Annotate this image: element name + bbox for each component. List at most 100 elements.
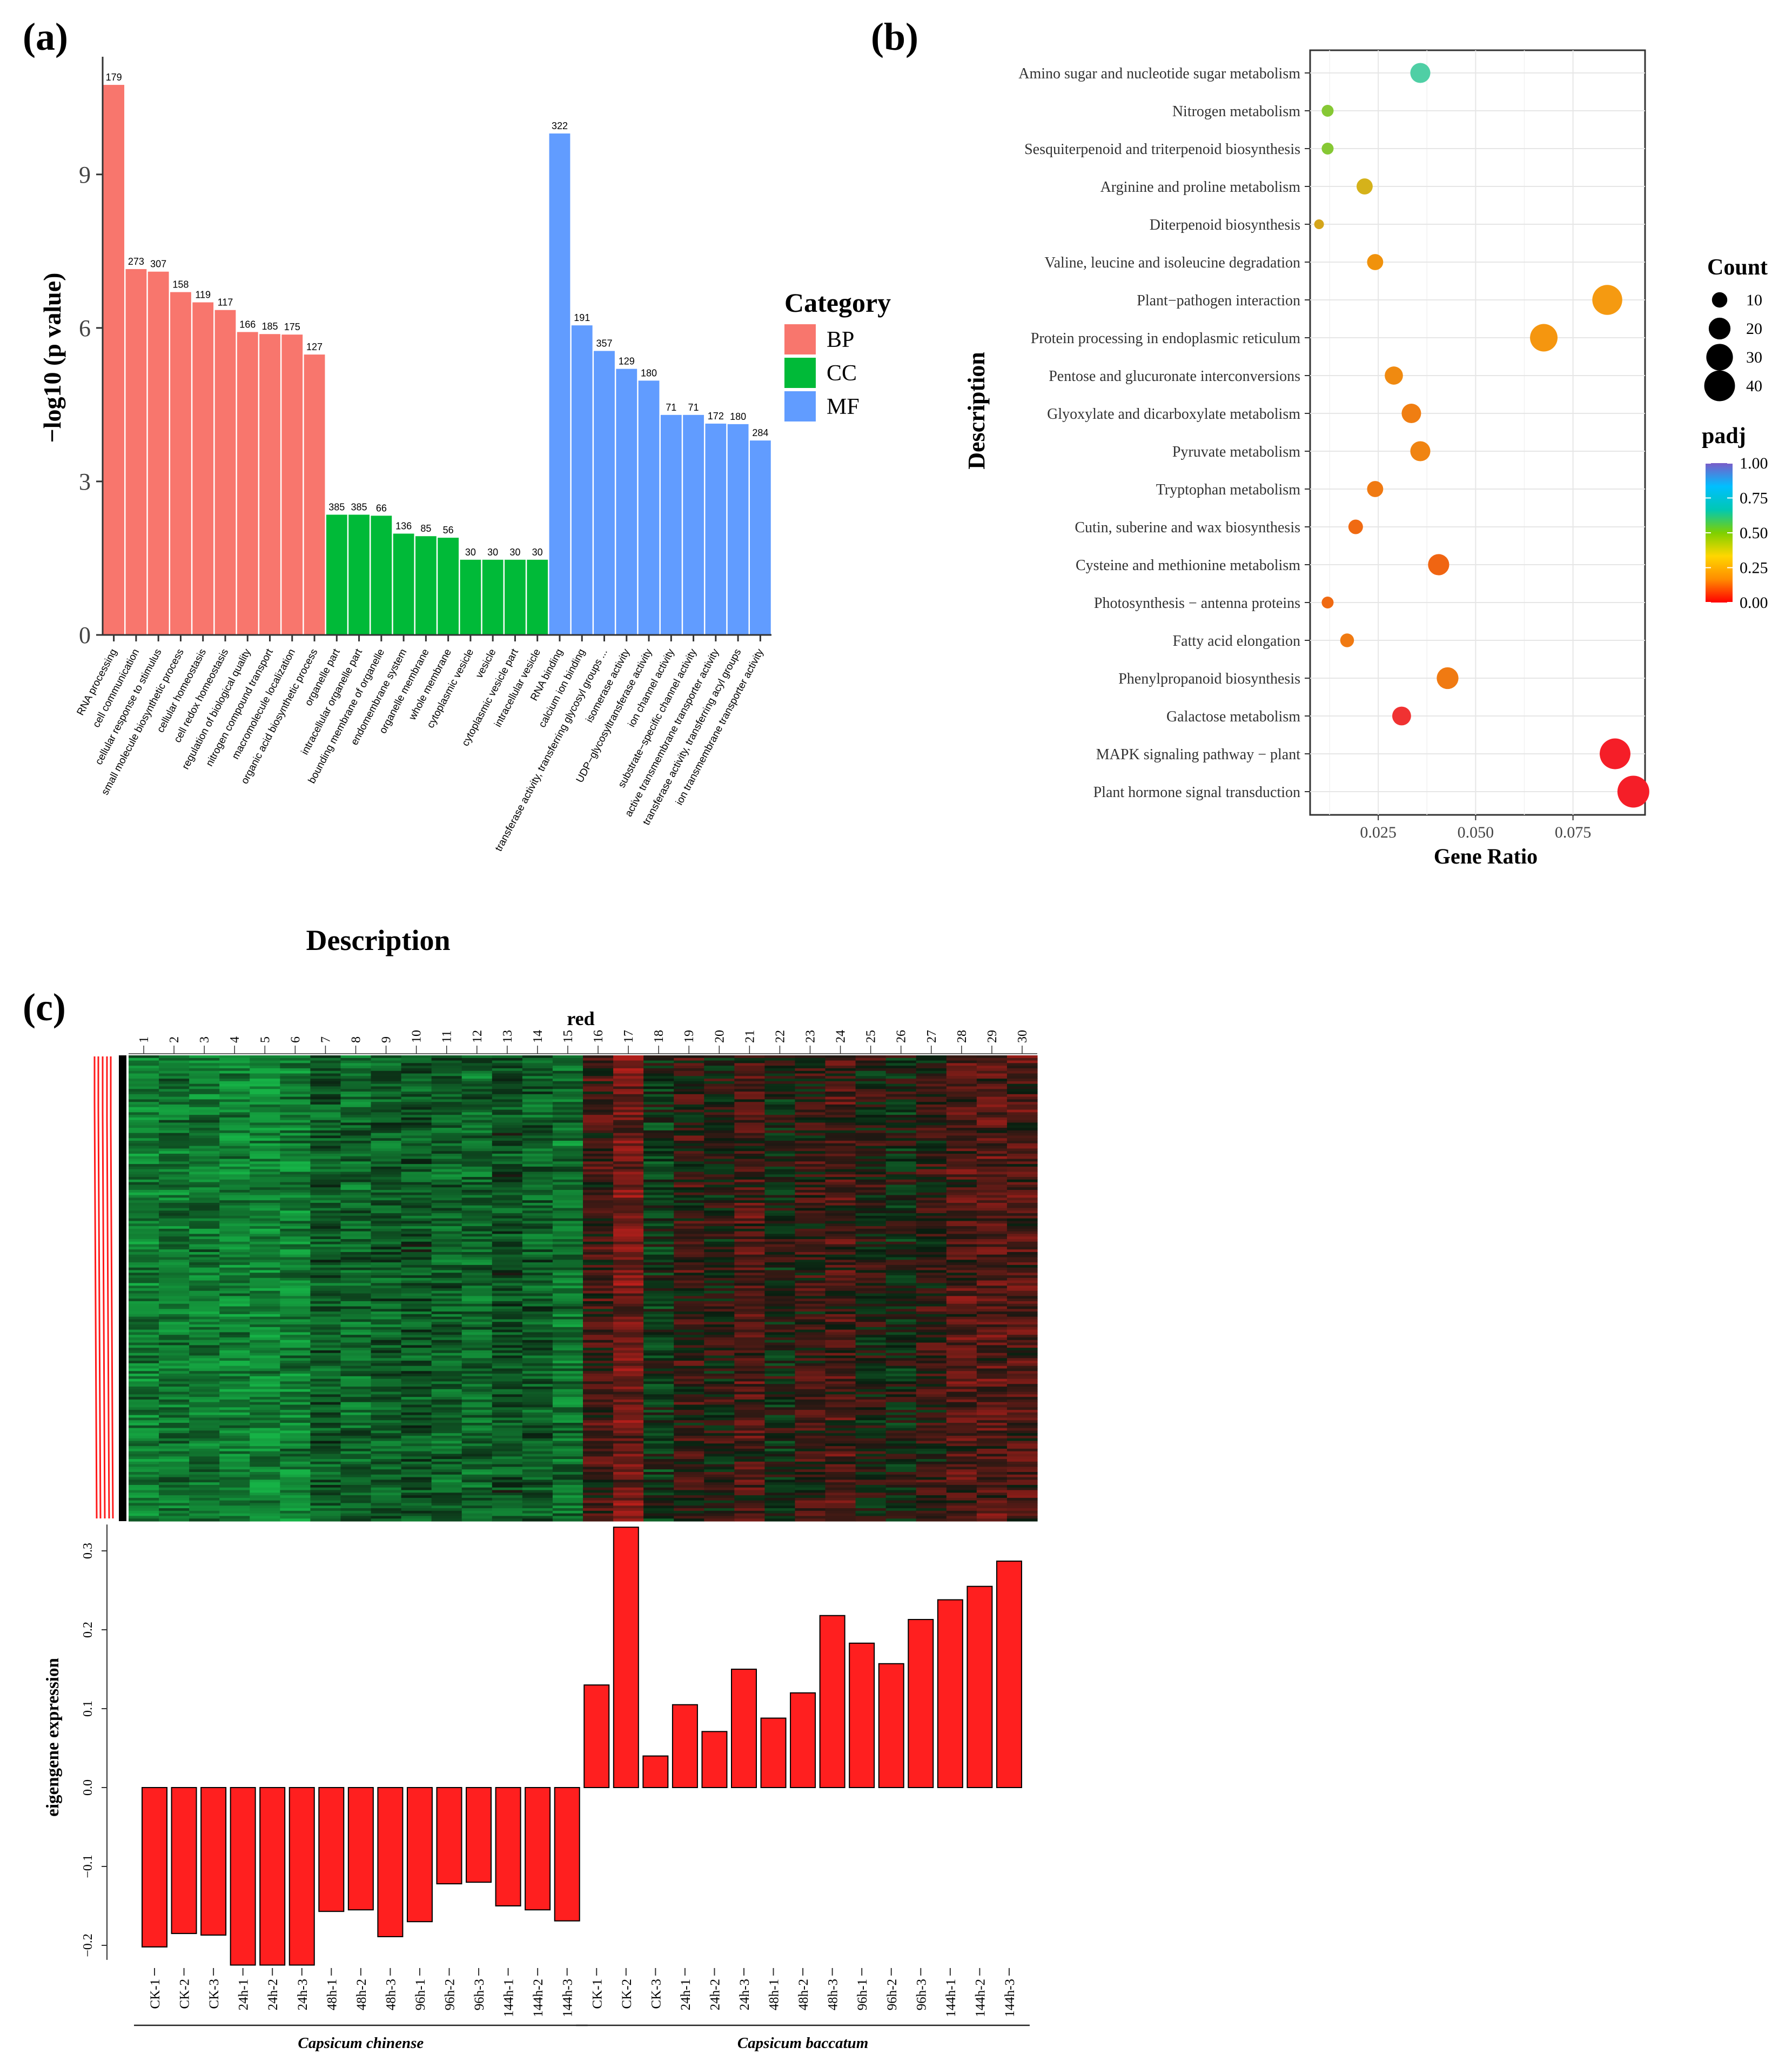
- heatmap-cell: [250, 1277, 280, 1281]
- heatmap-cell: [583, 1443, 614, 1447]
- heatmap-cell: [522, 1141, 553, 1144]
- heatmap-cell: [613, 1438, 644, 1442]
- heatmap-cell: [764, 1221, 796, 1224]
- heatmap-cell: [613, 1394, 644, 1397]
- heatmap-cell: [340, 1283, 372, 1286]
- heatmap-cell: [552, 1456, 583, 1460]
- heatmap-cell: [613, 1296, 644, 1299]
- heatmap-cell: [219, 1299, 250, 1302]
- heatmap-cell: [371, 1060, 402, 1063]
- heatmap-cell: [280, 1435, 311, 1439]
- heatmap-cell: [280, 1202, 311, 1206]
- heatmap-cell: [764, 1169, 796, 1173]
- heatmap-cell: [522, 1177, 553, 1180]
- heatmap-cell: [643, 1493, 674, 1496]
- heatmap-cell: [795, 1497, 826, 1501]
- heatmap-cell: [492, 1213, 523, 1216]
- heatmap-cell: [613, 1407, 644, 1410]
- heatmap-cell: [250, 1073, 280, 1076]
- heatmap-cell: [340, 1314, 372, 1317]
- heatmap-cell: [552, 1094, 583, 1097]
- heatmap-cell: [825, 1314, 856, 1317]
- heatmap-cell: [189, 1133, 220, 1136]
- panel-label-a: (a): [23, 15, 68, 58]
- heatmap-cell: [734, 1192, 765, 1196]
- heatmap-cell: [219, 1236, 250, 1240]
- heatmap-cell: [552, 1309, 583, 1312]
- heatmap-cell: [825, 1251, 856, 1255]
- go-bar: [170, 292, 191, 635]
- heatmap-cell: [129, 1374, 159, 1377]
- heatmap-cell: [855, 1184, 887, 1188]
- heatmap-cell: [855, 1322, 887, 1325]
- heatmap-cell: [825, 1477, 856, 1480]
- heatmap-cell: [219, 1234, 250, 1237]
- heatmap-cell: [189, 1213, 220, 1216]
- heatmap-cell: [159, 1270, 190, 1273]
- heatmap-cell: [492, 1254, 523, 1258]
- heatmap-cell: [431, 1374, 462, 1377]
- heatmap-cell: [280, 1058, 311, 1061]
- heatmap-cell: [855, 1073, 887, 1076]
- heatmap-cell: [371, 1070, 402, 1074]
- heatmap-cell: [825, 1303, 856, 1307]
- heatmap-cell: [583, 1407, 614, 1410]
- heatmap-cell: [674, 1482, 704, 1485]
- heatmap-cell: [704, 1197, 735, 1201]
- heatmap-cell: [250, 1378, 280, 1382]
- heatmap-cell: [734, 1474, 765, 1478]
- heatmap-cell: [522, 1311, 553, 1315]
- heatmap-cell: [613, 1404, 644, 1408]
- legend-swatch-bp: [784, 324, 816, 354]
- heatmap-cell: [310, 1143, 341, 1147]
- heatmap-cell: [371, 1239, 402, 1242]
- heatmap-cell: [583, 1340, 614, 1343]
- heatmap-cell: [795, 1394, 826, 1397]
- heatmap-cell: [371, 1404, 402, 1408]
- heatmap-cell: [795, 1070, 826, 1074]
- heatmap-cell: [280, 1143, 311, 1147]
- heatmap-cell: [159, 1166, 190, 1170]
- heatmap-cell: [522, 1474, 553, 1478]
- heatmap-cell: [795, 1079, 826, 1082]
- heatmap-cell: [310, 1397, 341, 1400]
- heatmap-cell: [855, 1505, 887, 1509]
- heatmap-cell: [280, 1505, 311, 1509]
- heatmap-cell: [310, 1130, 341, 1134]
- heatmap-cell: [674, 1366, 704, 1369]
- heatmap-cell: [219, 1092, 250, 1095]
- heatmap-cell: [855, 1172, 887, 1175]
- heatmap-cell: [310, 1086, 341, 1089]
- heatmap-cell: [885, 1430, 917, 1434]
- heatmap-cell: [492, 1299, 523, 1302]
- heatmap-cell: [704, 1366, 735, 1369]
- heatmap-cell: [674, 1487, 704, 1491]
- heatmap-cell: [401, 1283, 432, 1286]
- heatmap-cell: [219, 1120, 250, 1123]
- heatmap-cell: [885, 1104, 917, 1108]
- heatmap-cell: [855, 1415, 887, 1418]
- heatmap-cell: [764, 1404, 796, 1408]
- heatmap-cell: [280, 1130, 311, 1134]
- heatmap-cell: [189, 1371, 220, 1374]
- heatmap-cell: [250, 1500, 280, 1504]
- heatmap-cell: [704, 1273, 735, 1276]
- heatmap-cell: [129, 1306, 159, 1309]
- heatmap-cell: [461, 1299, 493, 1302]
- heatmap-cell: [401, 1239, 432, 1242]
- heatmap-cell: [885, 1350, 917, 1354]
- heatmap-cell: [250, 1448, 280, 1452]
- heatmap-cell: [613, 1112, 644, 1115]
- heatmap-cell: [552, 1190, 583, 1193]
- heatmap-cell: [764, 1425, 796, 1429]
- heatmap-cell: [674, 1177, 704, 1180]
- heatmap-cell: [552, 1306, 583, 1309]
- heatmap-cell: [219, 1394, 250, 1397]
- heatmap-cell: [189, 1109, 220, 1113]
- heatmap-cell: [492, 1143, 523, 1147]
- heatmap-cell: [734, 1495, 765, 1498]
- heatmap-cell: [704, 1205, 735, 1209]
- heatmap-cell: [734, 1469, 765, 1473]
- heatmap-cell: [885, 1273, 917, 1276]
- heatmap-cell: [401, 1161, 432, 1164]
